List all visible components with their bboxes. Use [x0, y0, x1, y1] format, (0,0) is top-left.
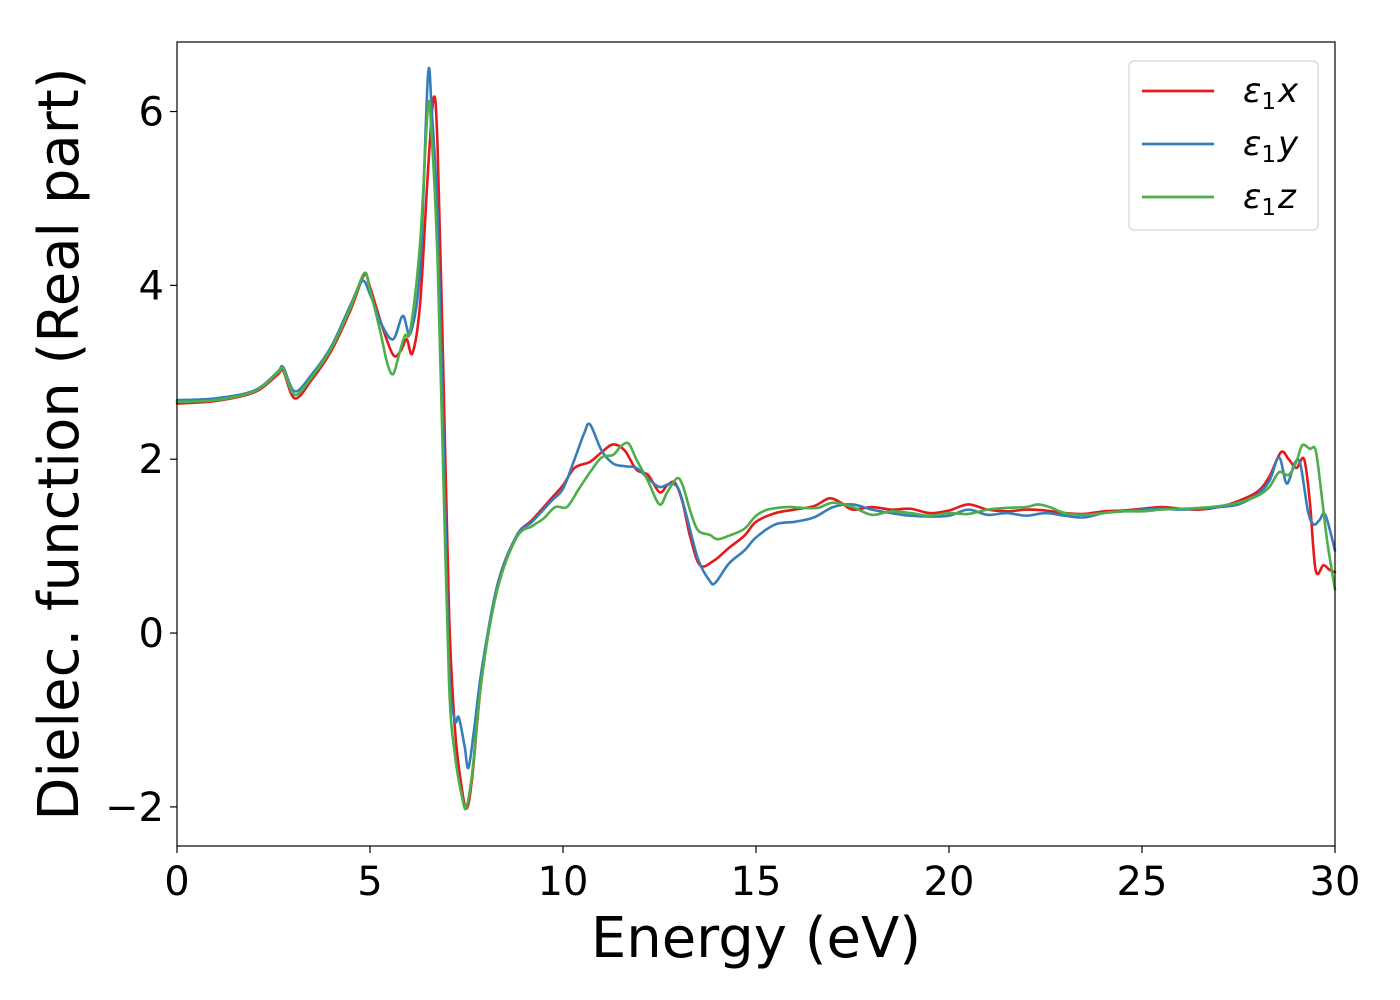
x-axis: 0 5 10 15 20 25 30: [164, 846, 1360, 905]
y-tick-label: 2: [139, 437, 164, 483]
x-axis-title: Energy (eV): [591, 906, 921, 971]
legend: ε1x ε1y ε1z: [1128, 60, 1319, 231]
x-tick-label: 25: [1117, 859, 1168, 905]
y-tick-label: −2: [105, 785, 164, 831]
legend-label-x: ε1x: [1243, 71, 1299, 115]
x-tick-label: 10: [538, 859, 589, 905]
y-tick-label: 6: [139, 90, 164, 136]
series-line-x: [175, 95, 1337, 810]
x-tick-label: 20: [924, 859, 975, 905]
series-layer: [175, 66, 1337, 811]
legend-label-y: ε1y: [1243, 124, 1299, 168]
x-tick-label: 0: [164, 859, 189, 905]
x-tick-label: 15: [731, 859, 782, 905]
y-axis: −2 0 2 4 6: [105, 90, 177, 831]
y-tick-label: 0: [139, 611, 164, 657]
y-axis-title: Dielec. function (Real part): [27, 67, 92, 820]
series-line-z: [175, 99, 1337, 811]
y-tick-label: 4: [139, 263, 164, 309]
legend-label-z: ε1z: [1243, 177, 1297, 221]
legend-box: [1128, 60, 1319, 231]
x-tick-label: 5: [357, 859, 382, 905]
x-tick-label: 30: [1310, 859, 1361, 905]
